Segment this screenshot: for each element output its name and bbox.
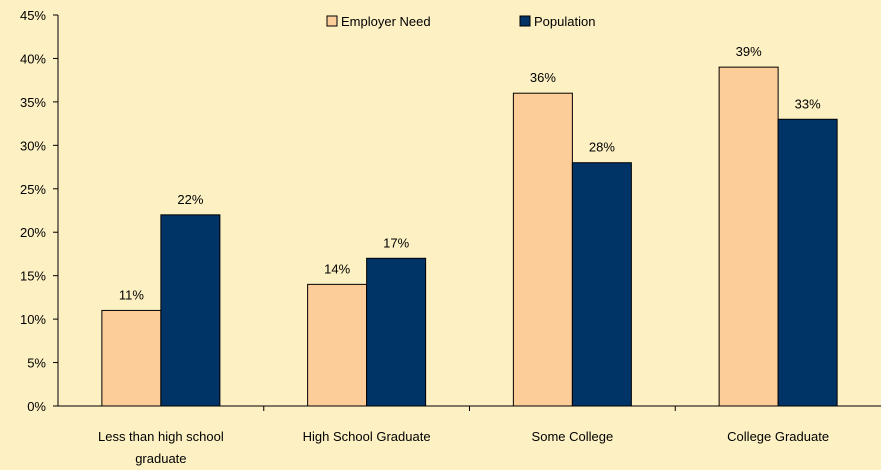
y-tick-label: 0% <box>27 399 46 414</box>
legend-swatch <box>326 15 338 27</box>
bar-employer-need <box>512 92 573 407</box>
data-label: 33% <box>795 96 821 111</box>
y-tick-label: 45% <box>20 8 46 23</box>
x-category-label: Less than high school <box>98 429 224 444</box>
data-label: 17% <box>383 235 409 250</box>
bar-employer-need <box>718 66 779 407</box>
y-tick-label: 30% <box>20 138 46 153</box>
y-tick-label: 20% <box>20 225 46 240</box>
bar-employer-need <box>101 309 162 407</box>
data-labels: 11% 14% 36% 39% 22% 17% 28% 33% <box>119 44 821 302</box>
legend-label: Employer Need <box>341 14 431 29</box>
legend: Employer Need Population <box>326 14 595 29</box>
x-category-label: graduate <box>135 451 186 466</box>
bar-population <box>571 162 632 407</box>
data-label: 28% <box>589 140 615 155</box>
x-category-label: High School Graduate <box>303 429 431 444</box>
y-tick-label: 25% <box>20 182 46 197</box>
x-category-label: Some College <box>532 429 614 444</box>
bar-employer-need <box>307 283 368 407</box>
data-label: 14% <box>324 261 350 276</box>
y-axis: 0% 5% 10% 15% 20% 25% 30% 35% 40% 45% <box>20 8 59 414</box>
y-tick-label: 40% <box>20 51 46 66</box>
y-tick-label: 10% <box>20 312 46 327</box>
bars <box>101 66 838 407</box>
x-category-label: College Graduate <box>727 429 829 444</box>
x-axis: Less than high school graduate High School… <box>58 405 881 466</box>
bar-population <box>366 257 427 407</box>
y-tick-label: 5% <box>27 356 46 371</box>
bar-population <box>777 118 838 407</box>
legend-swatch <box>519 15 531 27</box>
y-tick-label: 15% <box>20 269 46 284</box>
y-tick-label: 35% <box>20 95 46 110</box>
bar-population <box>160 214 221 407</box>
legend-label: Population <box>534 14 595 29</box>
data-label: 22% <box>177 192 203 207</box>
data-label: 39% <box>736 44 762 59</box>
data-label: 11% <box>119 287 144 302</box>
data-label: 36% <box>530 70 556 85</box>
